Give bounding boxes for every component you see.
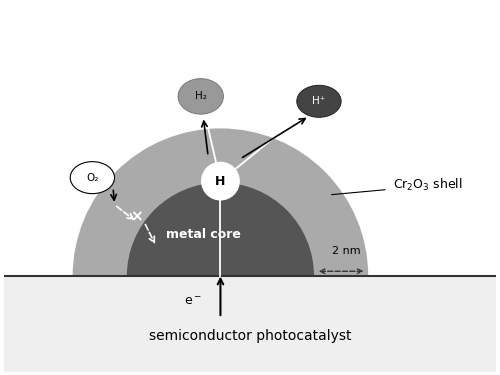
Text: O₂: O₂ <box>86 172 99 183</box>
Ellipse shape <box>297 85 341 117</box>
Text: ×: × <box>130 210 143 225</box>
Wedge shape <box>72 128 368 276</box>
Text: semiconductor photocatalyst: semiconductor photocatalyst <box>149 329 351 343</box>
Text: metal core: metal core <box>166 228 240 241</box>
Ellipse shape <box>178 79 224 114</box>
Text: e$^-$: e$^-$ <box>184 295 202 308</box>
Text: H: H <box>216 175 226 188</box>
Text: H⁺: H⁺ <box>312 96 326 106</box>
Text: 2 nm: 2 nm <box>332 246 360 255</box>
Text: H₂: H₂ <box>195 92 206 101</box>
Bar <box>4 276 496 372</box>
Circle shape <box>202 162 239 200</box>
Ellipse shape <box>70 162 114 194</box>
Wedge shape <box>127 183 314 276</box>
Text: Cr$_2$O$_3$ shell: Cr$_2$O$_3$ shell <box>393 177 462 193</box>
